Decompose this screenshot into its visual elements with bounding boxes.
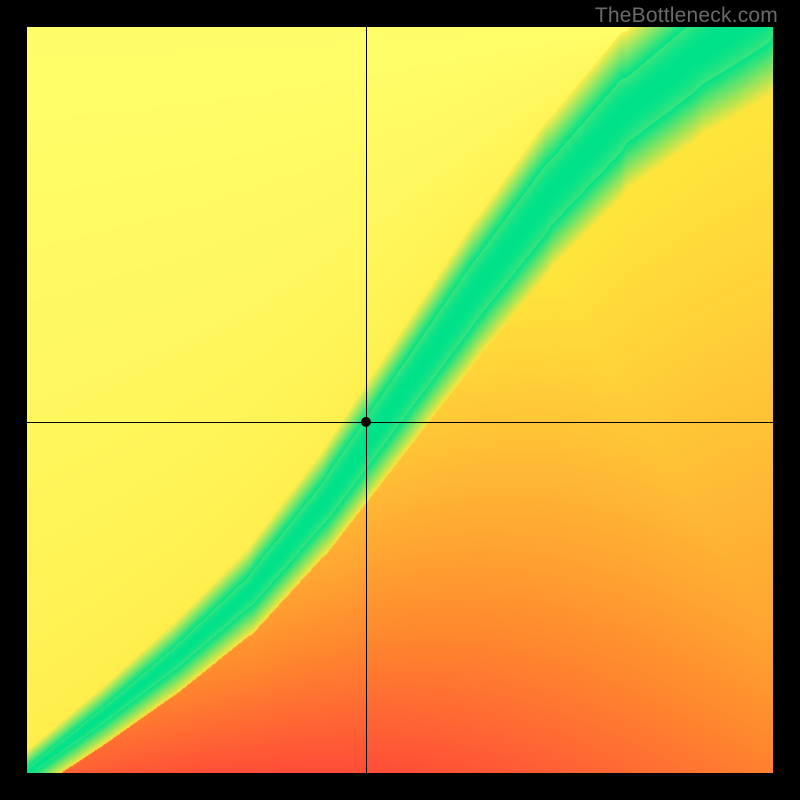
- plot-area: [27, 27, 773, 773]
- crosshair-marker: [361, 417, 371, 427]
- watermark-text: TheBottleneck.com: [595, 4, 778, 28]
- crosshair-vertical: [366, 27, 367, 773]
- crosshair-horizontal: [27, 422, 773, 423]
- heatmap-canvas: [27, 27, 773, 773]
